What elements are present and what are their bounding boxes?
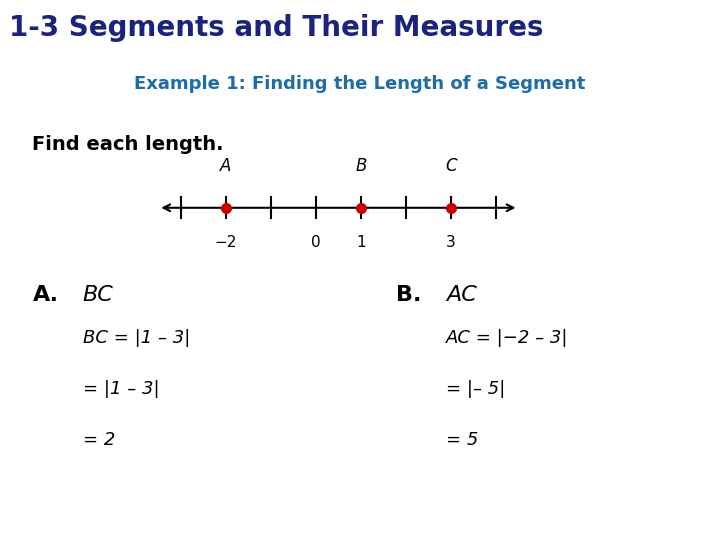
Text: 0: 0 (311, 235, 320, 251)
Text: = 2: = 2 (83, 431, 115, 449)
Text: B.: B. (396, 285, 421, 306)
Text: AC = |−2 – 3|: AC = |−2 – 3| (446, 329, 569, 347)
Text: = 5: = 5 (446, 431, 479, 449)
Text: BC: BC (83, 285, 114, 306)
Text: AC: AC (446, 285, 477, 306)
Text: 1: 1 (356, 235, 366, 251)
Text: 1-3 Segments and Their Measures: 1-3 Segments and Their Measures (9, 14, 543, 42)
Text: BC = |1 – 3|: BC = |1 – 3| (83, 329, 190, 347)
Text: B: B (355, 157, 366, 176)
Text: C: C (445, 157, 456, 176)
Text: = |1 – 3|: = |1 – 3| (83, 380, 159, 398)
Text: −2: −2 (215, 235, 237, 251)
Text: Find each length.: Find each length. (32, 135, 224, 154)
Text: A.: A. (32, 285, 58, 306)
Text: A: A (220, 157, 232, 176)
Text: = |– 5|: = |– 5| (446, 380, 505, 398)
Text: 3: 3 (446, 235, 456, 251)
Text: Example 1: Finding the Length of a Segment: Example 1: Finding the Length of a Segme… (135, 75, 585, 93)
